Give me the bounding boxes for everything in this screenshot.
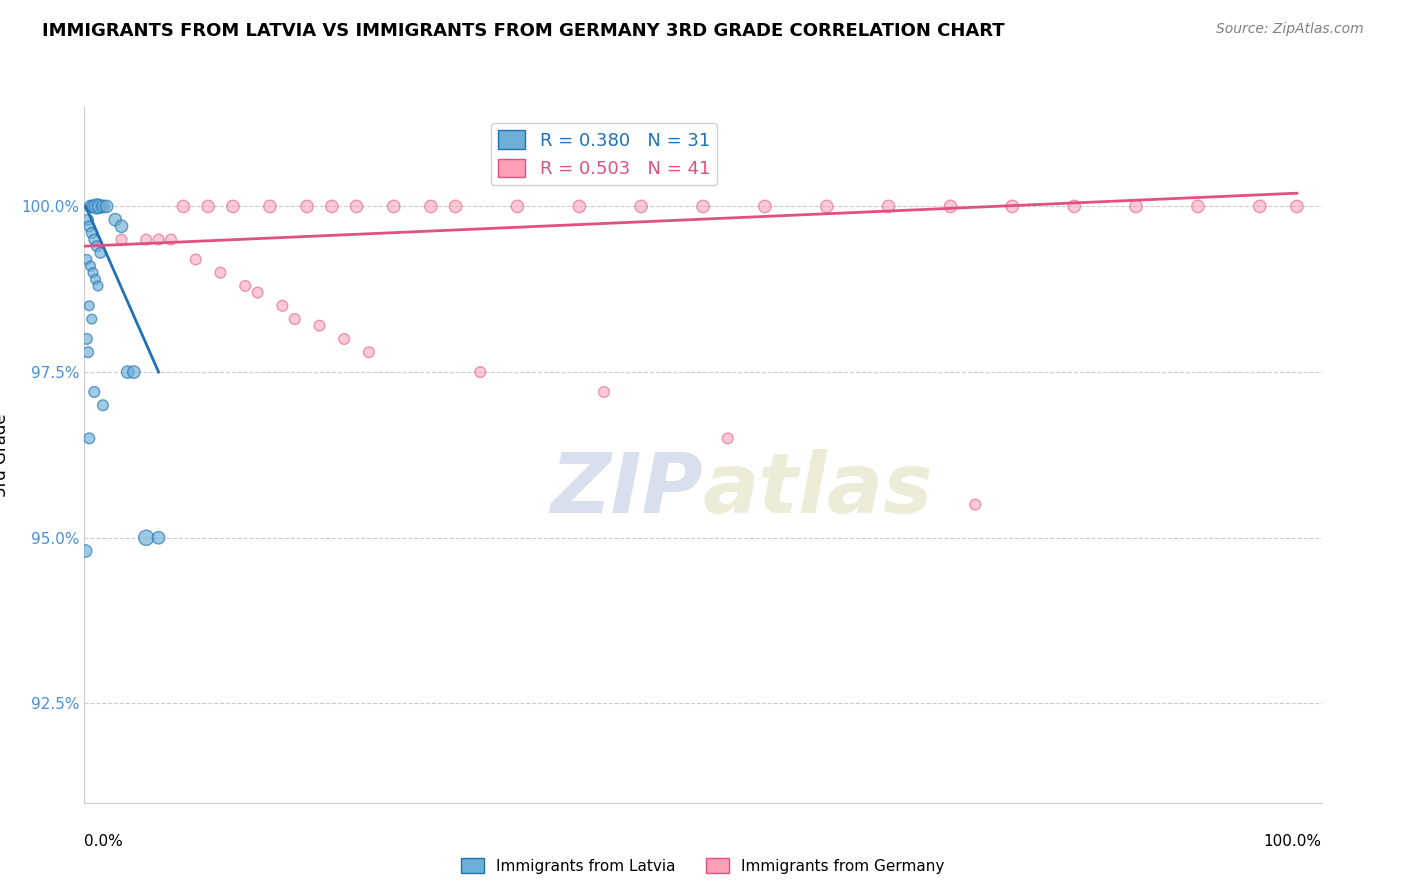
Point: [96, 199, 118, 213]
Point: [419, 199, 441, 213]
Point: [333, 332, 356, 346]
Point: [76, 252, 98, 267]
Point: [160, 233, 183, 247]
Point: [295, 199, 318, 213]
Point: [965, 498, 987, 512]
Point: [1187, 199, 1209, 213]
Point: [357, 345, 380, 359]
Point: [346, 199, 368, 213]
Point: [110, 233, 132, 247]
Point: [271, 299, 294, 313]
Point: [197, 199, 219, 213]
Point: [470, 365, 492, 379]
Text: Source: ZipAtlas.com: Source: ZipAtlas.com: [1216, 22, 1364, 37]
Legend: Immigrants from Latvia, Immigrants from Germany: Immigrants from Latvia, Immigrants from …: [456, 852, 950, 880]
Point: [80, 312, 103, 326]
Point: [259, 199, 281, 213]
Point: [77, 212, 100, 227]
Point: [84, 272, 107, 286]
Point: [79, 199, 101, 213]
Point: [89, 245, 111, 260]
Point: [593, 384, 616, 399]
Point: [80, 226, 103, 240]
Point: [1063, 199, 1085, 213]
Point: [82, 266, 104, 280]
Point: [77, 345, 100, 359]
Point: [506, 199, 529, 213]
Point: [754, 199, 776, 213]
Point: [87, 279, 110, 293]
Point: [717, 431, 740, 445]
Point: [148, 531, 170, 545]
Point: [692, 199, 714, 213]
Point: [630, 199, 652, 213]
Point: [91, 199, 114, 213]
Point: [89, 199, 111, 213]
Text: ZIP: ZIP: [550, 450, 703, 530]
Text: IMMIGRANTS FROM LATVIA VS IMMIGRANTS FROM GERMANY 3RD GRADE CORRELATION CHART: IMMIGRANTS FROM LATVIA VS IMMIGRANTS FRO…: [42, 22, 1005, 40]
Point: [568, 199, 591, 213]
Point: [83, 384, 105, 399]
Point: [76, 332, 98, 346]
Point: [104, 212, 127, 227]
Point: [1285, 199, 1308, 213]
Legend: R = 0.380   N = 31, R = 0.503   N = 41: R = 0.380 N = 31, R = 0.503 N = 41: [491, 123, 717, 186]
Point: [79, 219, 101, 234]
Point: [939, 199, 962, 213]
Point: [135, 233, 157, 247]
Text: 100.0%: 100.0%: [1264, 834, 1322, 849]
Point: [1125, 199, 1147, 213]
Point: [86, 239, 108, 253]
Point: [233, 279, 256, 293]
Point: [86, 199, 108, 213]
Point: [815, 199, 838, 213]
Point: [82, 199, 104, 213]
Point: [1249, 199, 1271, 213]
Point: [209, 266, 232, 280]
Point: [148, 233, 170, 247]
Point: [110, 219, 132, 234]
Point: [184, 252, 207, 267]
Point: [91, 398, 114, 412]
Point: [117, 365, 139, 379]
Point: [79, 299, 101, 313]
Point: [172, 199, 194, 213]
Point: [83, 233, 105, 247]
Point: [444, 199, 467, 213]
Point: [246, 285, 269, 300]
Point: [79, 259, 101, 273]
Point: [1001, 199, 1024, 213]
Point: [79, 431, 101, 445]
Point: [75, 544, 97, 558]
Point: [877, 199, 900, 213]
Point: [382, 199, 405, 213]
Text: 0.0%: 0.0%: [84, 834, 124, 849]
Text: atlas: atlas: [703, 450, 934, 530]
Point: [122, 365, 145, 379]
Y-axis label: 3rd Grade: 3rd Grade: [0, 413, 10, 497]
Point: [222, 199, 245, 213]
Point: [308, 318, 330, 333]
Point: [135, 531, 157, 545]
Point: [321, 199, 343, 213]
Point: [284, 312, 307, 326]
